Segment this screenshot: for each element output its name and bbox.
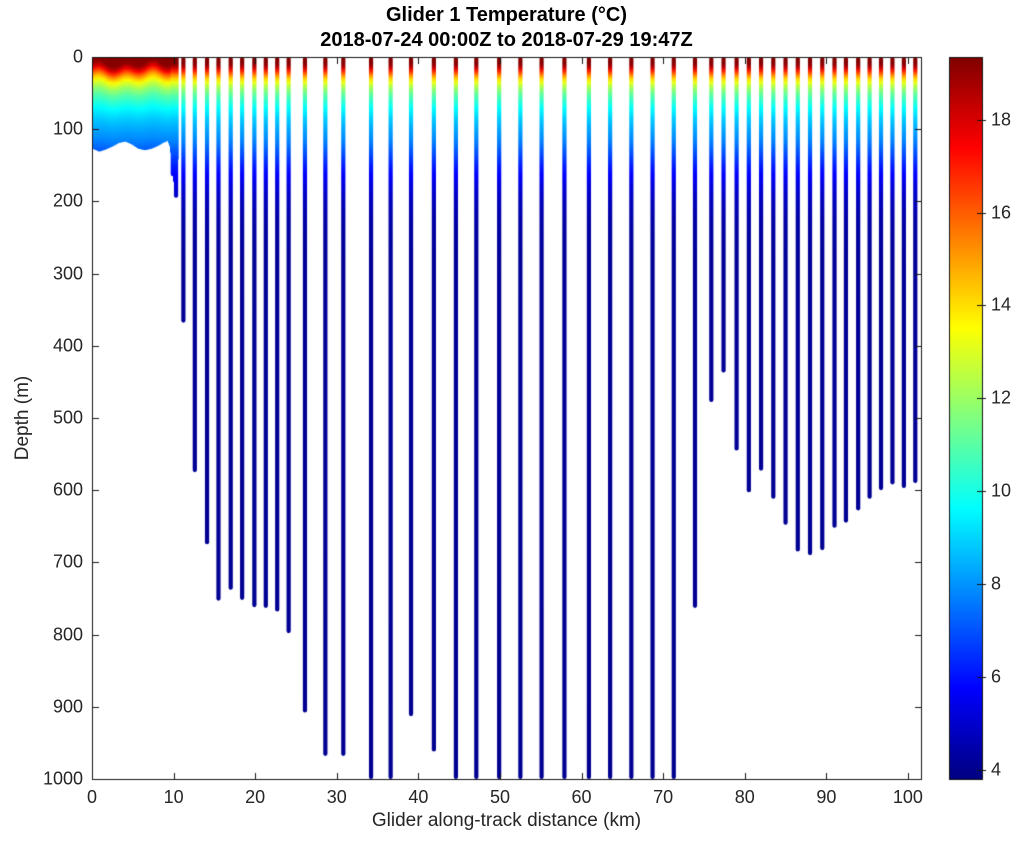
x-tick-label: 80 xyxy=(734,787,755,807)
x-tick-label: 10 xyxy=(163,787,184,807)
x-tick-label: 90 xyxy=(816,787,837,807)
y-tick-label: 1000 xyxy=(42,768,83,789)
x-tick-label: 60 xyxy=(571,787,592,807)
x-tick-label: 100 xyxy=(892,787,923,807)
y-tick-label: 800 xyxy=(52,624,83,645)
y-tick-label: 300 xyxy=(52,263,83,284)
colorbar-tick-label: 6 xyxy=(991,666,1002,687)
colorbar-tick-label: 8 xyxy=(991,573,1002,594)
x-tick-label: 0 xyxy=(86,787,98,807)
y-tick-label: 600 xyxy=(52,479,83,500)
y-axis-label: Depth (m) xyxy=(12,375,33,461)
colorbar-tick-label: 10 xyxy=(991,480,1012,501)
y-tick-label: 100 xyxy=(52,118,83,139)
colorbar-tick-label: 16 xyxy=(991,202,1012,223)
y-tick-label: 500 xyxy=(52,407,83,428)
x-tick-label: 50 xyxy=(489,787,510,807)
chart-title: Glider 1 Temperature (°C) xyxy=(385,4,627,26)
y-tick-label: 0 xyxy=(72,46,83,67)
x-tick-label: 40 xyxy=(408,787,429,807)
y-tick-label: 400 xyxy=(52,335,83,356)
colorbar-tick-label: 4 xyxy=(991,759,1002,780)
x-axis-label: Glider along-track distance (km) xyxy=(371,810,642,831)
x-tick-label: 20 xyxy=(245,787,266,807)
y-tick-label: 700 xyxy=(52,551,83,572)
colorbar-tick-label: 18 xyxy=(991,109,1012,130)
colorbar-tick-label: 14 xyxy=(991,294,1012,315)
chart-subtitle: 2018-07-24 00:00Z to 2018-07-29 19:47Z xyxy=(320,29,693,51)
x-tick-label: 30 xyxy=(326,787,347,807)
x-tick-label: 70 xyxy=(653,787,674,807)
colorbar-tick-label: 12 xyxy=(991,387,1012,408)
y-tick-label: 200 xyxy=(52,190,83,211)
y-tick-label: 900 xyxy=(52,696,83,717)
